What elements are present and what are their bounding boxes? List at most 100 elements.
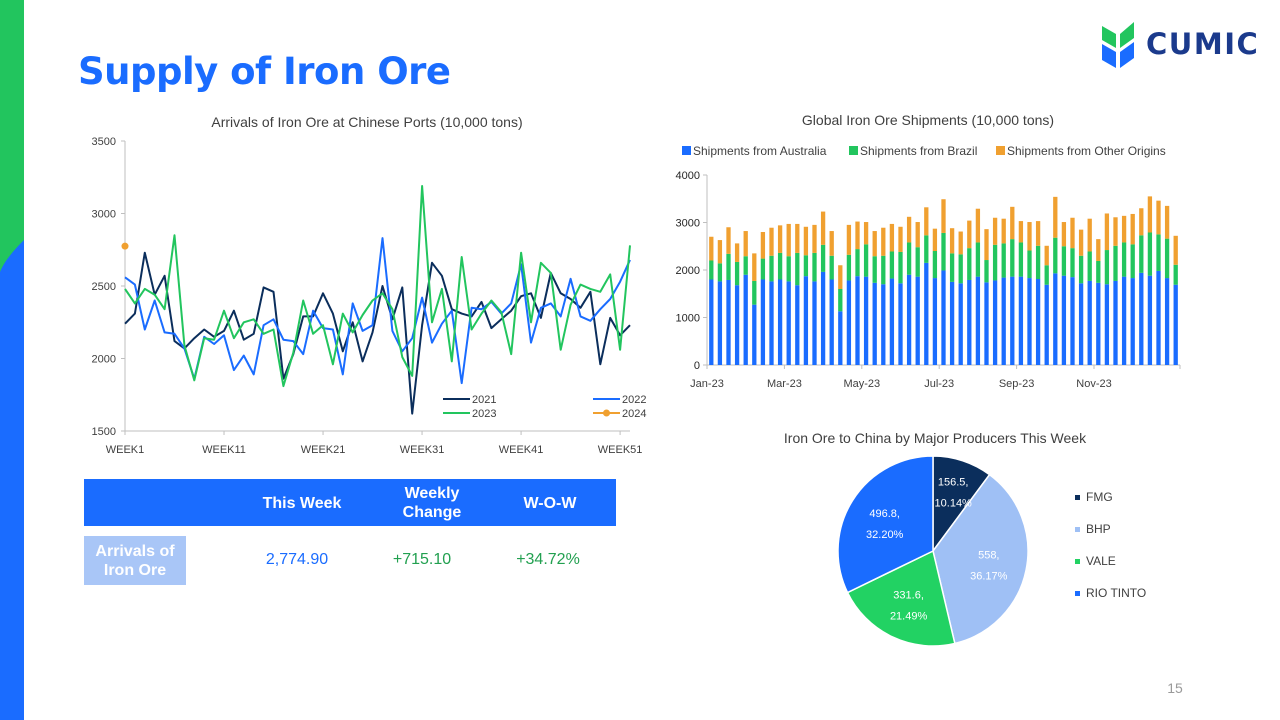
- logo-text: CUMIC: [1146, 27, 1260, 61]
- bar-segment: [949, 228, 955, 254]
- bar-segment: [1087, 218, 1092, 252]
- bar-segment: [1027, 278, 1032, 365]
- bar-segment: [1010, 276, 1015, 365]
- bar-segment: [1113, 217, 1118, 246]
- bar-segment: [863, 222, 869, 245]
- bar-segment: [812, 224, 817, 253]
- bar-segment: [975, 242, 981, 277]
- pie-legend-swatch-FMG: [1075, 495, 1080, 500]
- bar-segment: [1164, 278, 1170, 365]
- line-xtick-label: WEEK21: [301, 444, 346, 456]
- bar-segment: [967, 279, 972, 365]
- bar-segment: [1001, 243, 1006, 278]
- bar-segment: [924, 235, 929, 263]
- bar-segment: [1035, 245, 1041, 280]
- bar-ytick-label: 1000: [676, 313, 700, 325]
- pie-chart-title: Iron Ore to China by Major Producers Thi…: [784, 430, 1087, 446]
- bar-segment: [795, 223, 800, 253]
- bar-segment: [838, 265, 843, 289]
- bar-segment: [769, 281, 774, 365]
- bar-segment: [941, 270, 946, 365]
- bar-segment: [1078, 283, 1084, 365]
- legend-swatch-1: [849, 146, 858, 155]
- bar-segment: [752, 253, 757, 281]
- bar-segment: [1035, 279, 1041, 365]
- pie-legend-label-BHP: BHP: [1086, 522, 1111, 536]
- bar-segment: [1147, 275, 1153, 365]
- bar-segment: [1121, 276, 1127, 365]
- bar-segment: [1010, 239, 1015, 277]
- header-weekly-change: Weekly Change: [402, 485, 462, 521]
- legend-label-2021: 2021: [472, 394, 496, 406]
- bar-segment: [1121, 215, 1127, 243]
- bar-segment: [1173, 264, 1178, 285]
- bar-segment: [786, 256, 791, 282]
- pie-legend-label-RIO TINTO: RIO TINTO: [1086, 586, 1146, 600]
- bar-segment: [726, 279, 731, 365]
- logo-mark-icon: [1102, 22, 1134, 68]
- bar-segment: [863, 276, 869, 365]
- line-ytick-label: 2500: [92, 281, 116, 293]
- legend-label-2022: 2022: [622, 394, 646, 406]
- bar-segment: [1139, 208, 1144, 236]
- bar-segment: [1139, 272, 1144, 365]
- bar-segment: [795, 285, 800, 365]
- bar-segment: [1061, 275, 1067, 365]
- bar-segment: [717, 281, 723, 365]
- bar-segment: [1070, 217, 1075, 249]
- bar-segment: [1173, 235, 1178, 265]
- bar-segment: [734, 285, 740, 365]
- bar-segment: [975, 276, 981, 365]
- bar-ytick-label: 3000: [676, 218, 700, 230]
- bar-segment: [872, 282, 877, 365]
- bar-ytick-label: 0: [694, 360, 700, 372]
- bar-segment: [855, 276, 860, 365]
- row-label-arrivals: Arrivals of Iron Ore: [84, 536, 186, 585]
- bar-segment: [906, 242, 912, 275]
- bar-segment: [1053, 273, 1058, 365]
- bar-segment: [1173, 284, 1178, 365]
- bar-segment: [803, 276, 809, 365]
- bar-xtick-label: Sep-23: [999, 378, 1034, 390]
- bar-segment: [855, 249, 860, 277]
- bar-segment: [1147, 232, 1153, 276]
- pie-legend-label-FMG: FMG: [1086, 490, 1113, 504]
- bar-segment: [769, 227, 774, 256]
- bar-segment: [820, 211, 826, 245]
- bar-segment: [812, 281, 817, 365]
- bar-segment: [1070, 277, 1075, 366]
- pie-label-FMG: 156.5, 10.14%: [935, 477, 973, 510]
- bar-xtick-label: Jul-23: [924, 378, 954, 390]
- side-stripe: [0, 0, 24, 720]
- bar-segment: [984, 282, 989, 365]
- bar-segment: [760, 232, 766, 259]
- bar-segment: [967, 220, 972, 249]
- shipments-bar-chart: Global Iron Ore Shipments (10,000 tons) …: [676, 112, 1181, 390]
- bar-xtick-label: May-23: [843, 378, 880, 390]
- bar-segment: [846, 280, 852, 365]
- bar-segment: [726, 253, 731, 280]
- bar-segment: [906, 216, 912, 243]
- bar-segment: [889, 251, 895, 279]
- bar-segment: [1104, 250, 1110, 285]
- bar-segment: [734, 261, 740, 286]
- legend-label-2023: 2023: [472, 408, 496, 420]
- bar-segment: [915, 247, 920, 277]
- line-chart-title: Arrivals of Iron Ore at Chinese Ports (1…: [211, 114, 522, 130]
- bar-segment: [915, 222, 920, 248]
- bar-segment: [726, 227, 731, 254]
- bar-segment: [932, 228, 938, 251]
- bar-segment: [1070, 248, 1075, 278]
- value-weekly-change: +715.10: [392, 551, 452, 568]
- bar-segment: [829, 231, 834, 256]
- legend-marker-2024: [603, 409, 610, 417]
- bar-segment: [906, 274, 912, 365]
- bar-segment: [777, 252, 783, 280]
- line-ytick-label: 3000: [92, 209, 116, 221]
- bar-segment: [1001, 218, 1006, 244]
- bar-segment: [889, 278, 895, 365]
- bar-segment: [967, 248, 972, 280]
- arrivals-line-chart: Arrivals of Iron Ore at Chinese Ports (1…: [92, 114, 647, 456]
- bar-segment: [743, 274, 748, 365]
- pie-slice-BHP: [932, 473, 1029, 645]
